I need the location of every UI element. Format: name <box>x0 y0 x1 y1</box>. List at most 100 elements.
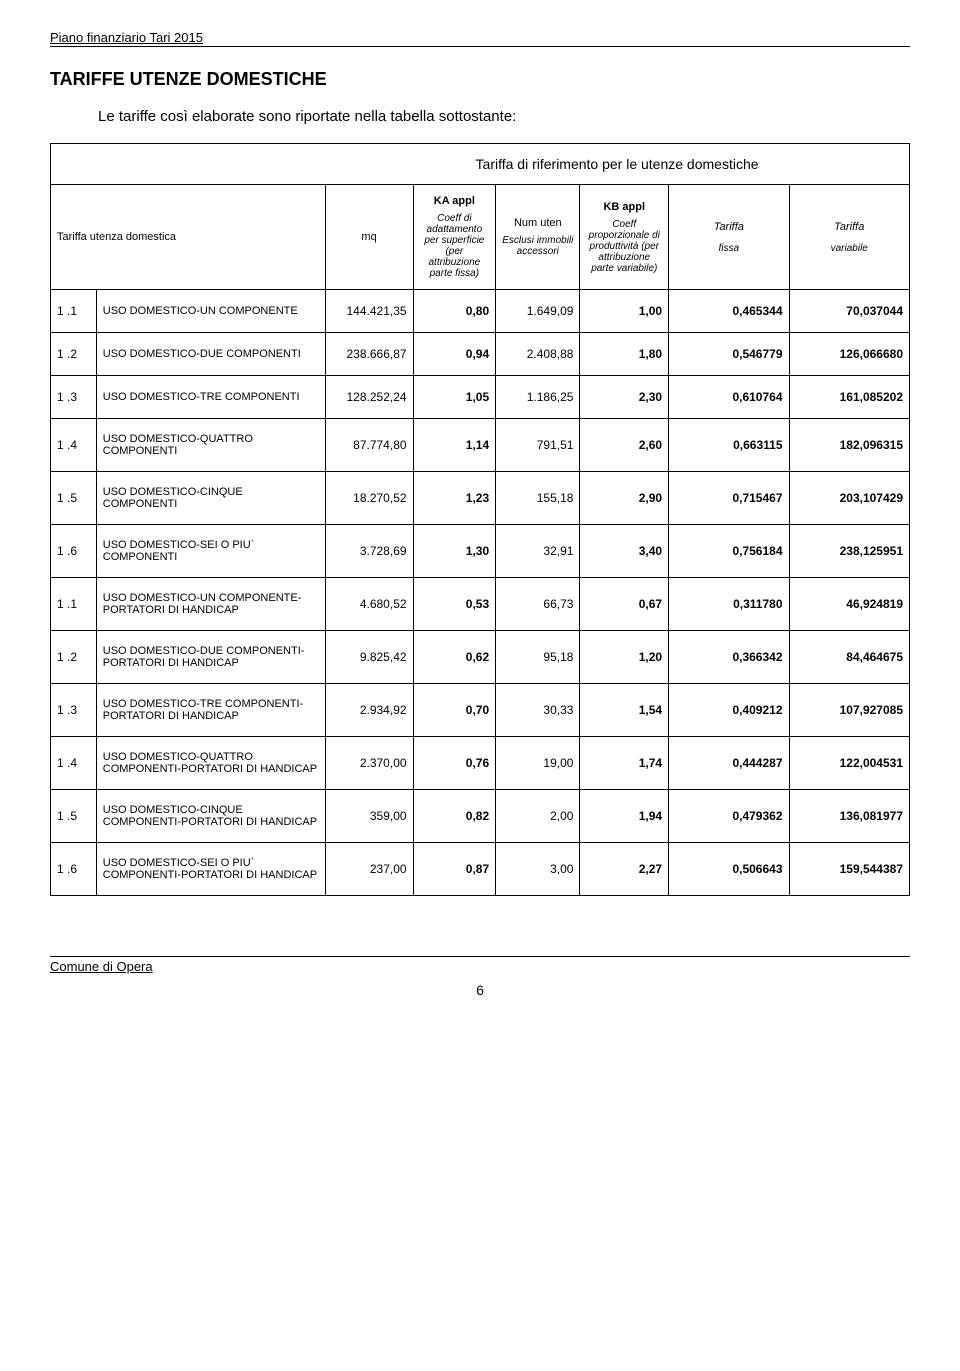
header-kb: KB appl Coeff proporzionale di produttiv… <box>580 185 669 290</box>
cell-desc: USO DOMESTICO-TRE COMPONENTI <box>96 376 325 419</box>
table-row: 1 .6USO DOMESTICO-SEI O PIU` COMPONENTI 3… <box>51 525 910 578</box>
cell-ka: 0,87 <box>413 843 496 896</box>
header-kb-top: KB appl <box>603 201 645 213</box>
cell-ka: 1,30 <box>413 525 496 578</box>
section-title: TARIFFE UTENZE DOMESTICHE <box>50 69 910 90</box>
cell-kb: 0,67 <box>580 578 669 631</box>
cell-kb: 2,90 <box>580 472 669 525</box>
intro-text: Le tariffe così elaborate sono riportate… <box>98 108 910 125</box>
cell-mq: 359,00 <box>325 790 413 843</box>
cell-desc: USO DOMESTICO-CINQUE COMPONENTI <box>96 472 325 525</box>
cell-ka: 0,82 <box>413 790 496 843</box>
cell-code: 1 .1 <box>51 578 97 631</box>
cell-kb: 1,74 <box>580 737 669 790</box>
cell-tv: 84,464675 <box>789 631 910 684</box>
cell-num: 95,18 <box>496 631 580 684</box>
table-row: 1 .3USO DOMESTICO-TRE COMPONENTI-PORTATO… <box>51 684 910 737</box>
cell-ka: 0,53 <box>413 578 496 631</box>
cell-tf: 0,663115 <box>669 419 789 472</box>
cell-ka: 1,23 <box>413 472 496 525</box>
cell-code: 1 .4 <box>51 419 97 472</box>
cell-desc: USO DOMESTICO-UN COMPONENTE-PORTATORI DI… <box>96 578 325 631</box>
cell-mq: 238.666,87 <box>325 333 413 376</box>
cell-tv: 182,096315 <box>789 419 910 472</box>
cell-desc: USO DOMESTICO-CINQUE COMPONENTI-PORTATOR… <box>96 790 325 843</box>
cell-tv: 70,037044 <box>789 290 910 333</box>
cell-kb: 1,54 <box>580 684 669 737</box>
header-ka-sub: Coeff di adattamento per superficie (per… <box>420 213 490 279</box>
cell-tv: 107,927085 <box>789 684 910 737</box>
cell-ka: 0,80 <box>413 290 496 333</box>
cell-ka: 0,62 <box>413 631 496 684</box>
page-footer: Comune di Opera <box>50 956 910 974</box>
header-tv: Tariffa variabile <box>789 185 910 290</box>
cell-num: 2.408,88 <box>496 333 580 376</box>
cell-kb: 2,30 <box>580 376 669 419</box>
cell-kb: 2,27 <box>580 843 669 896</box>
table-header-row: Tariffa utenza domestica mq KA appl Coef… <box>51 185 910 290</box>
cell-tv: 136,081977 <box>789 790 910 843</box>
header-tariffa: Tariffa utenza domestica <box>51 185 326 290</box>
cell-desc: USO DOMESTICO-QUATTRO COMPONENTI <box>96 419 325 472</box>
cell-kb: 3,40 <box>580 525 669 578</box>
cell-code: 1 .2 <box>51 333 97 376</box>
header-tv-sub: variabile <box>796 243 904 254</box>
table-row: 1 .5USO DOMESTICO-CINQUE COMPONENTI18.27… <box>51 472 910 525</box>
cell-tv: 238,125951 <box>789 525 910 578</box>
header-tf-top: Tariffa <box>714 221 744 233</box>
cell-tv: 203,107429 <box>789 472 910 525</box>
cell-desc: USO DOMESTICO-SEI O PIU` COMPONENTI <box>96 525 325 578</box>
header-num-sub: Esclusi immobili accessori <box>502 235 573 257</box>
table-row: 1 .4USO DOMESTICO-QUATTRO COMPONENTI-POR… <box>51 737 910 790</box>
cell-code: 1 .1 <box>51 290 97 333</box>
cell-mq: 4.680,52 <box>325 578 413 631</box>
cell-desc: USO DOMESTICO-UN COMPONENTE <box>96 290 325 333</box>
table-row: 1 .1USO DOMESTICO-UN COMPONENTE144.421,3… <box>51 290 910 333</box>
cell-num: 3,00 <box>496 843 580 896</box>
cell-num: 19,00 <box>496 737 580 790</box>
cell-tf: 0,444287 <box>669 737 789 790</box>
document-header: Piano finanziario Tari 2015 <box>50 30 910 47</box>
cell-desc: USO DOMESTICO-DUE COMPONENTI-PORTATORI D… <box>96 631 325 684</box>
cell-ka: 0,76 <box>413 737 496 790</box>
table-row: 1 .3USO DOMESTICO-TRE COMPONENTI128.252,… <box>51 376 910 419</box>
header-ka: KA appl Coeff di adattamento per superfi… <box>413 185 496 290</box>
cell-mq: 237,00 <box>325 843 413 896</box>
cell-desc: USO DOMESTICO-DUE COMPONENTI <box>96 333 325 376</box>
cell-mq: 87.774,80 <box>325 419 413 472</box>
header-num-top: Num uten <box>514 217 562 229</box>
cell-num: 66,73 <box>496 578 580 631</box>
cell-tv: 159,544387 <box>789 843 910 896</box>
cell-mq: 18.270,52 <box>325 472 413 525</box>
header-tf: Tariffa fissa <box>669 185 789 290</box>
cell-ka: 1,05 <box>413 376 496 419</box>
cell-num: 1.649,09 <box>496 290 580 333</box>
cell-kb: 1,80 <box>580 333 669 376</box>
cell-code: 1 .6 <box>51 843 97 896</box>
cell-code: 1 .2 <box>51 631 97 684</box>
table-subtitle: Tariffa di riferimento per le utenze dom… <box>325 144 909 185</box>
table-row: 1 .2USO DOMESTICO-DUE COMPONENTI238.666,… <box>51 333 910 376</box>
table-row: 1 .4USO DOMESTICO-QUATTRO COMPONENTI87.7… <box>51 419 910 472</box>
cell-ka: 1,14 <box>413 419 496 472</box>
table-subtitle-row: Tariffa di riferimento per le utenze dom… <box>51 144 910 185</box>
cell-kb: 1,00 <box>580 290 669 333</box>
cell-tf: 0,409212 <box>669 684 789 737</box>
cell-tf: 0,311780 <box>669 578 789 631</box>
header-kb-sub: Coeff proporzionale di produttività (per… <box>586 219 662 274</box>
tariffe-table: Tariffa di riferimento per le utenze dom… <box>50 143 910 896</box>
header-tf-sub: fissa <box>675 243 782 254</box>
page-number: 6 <box>50 982 910 998</box>
cell-tv: 122,004531 <box>789 737 910 790</box>
cell-mq: 2.370,00 <box>325 737 413 790</box>
cell-num: 2,00 <box>496 790 580 843</box>
cell-kb: 2,60 <box>580 419 669 472</box>
table-row: 1 .5USO DOMESTICO-CINQUE COMPONENTI-PORT… <box>51 790 910 843</box>
cell-num: 32,91 <box>496 525 580 578</box>
cell-tf: 0,465344 <box>669 290 789 333</box>
cell-tf: 0,506643 <box>669 843 789 896</box>
cell-code: 1 .5 <box>51 790 97 843</box>
cell-code: 1 .6 <box>51 525 97 578</box>
cell-mq: 9.825,42 <box>325 631 413 684</box>
cell-mq: 128.252,24 <box>325 376 413 419</box>
